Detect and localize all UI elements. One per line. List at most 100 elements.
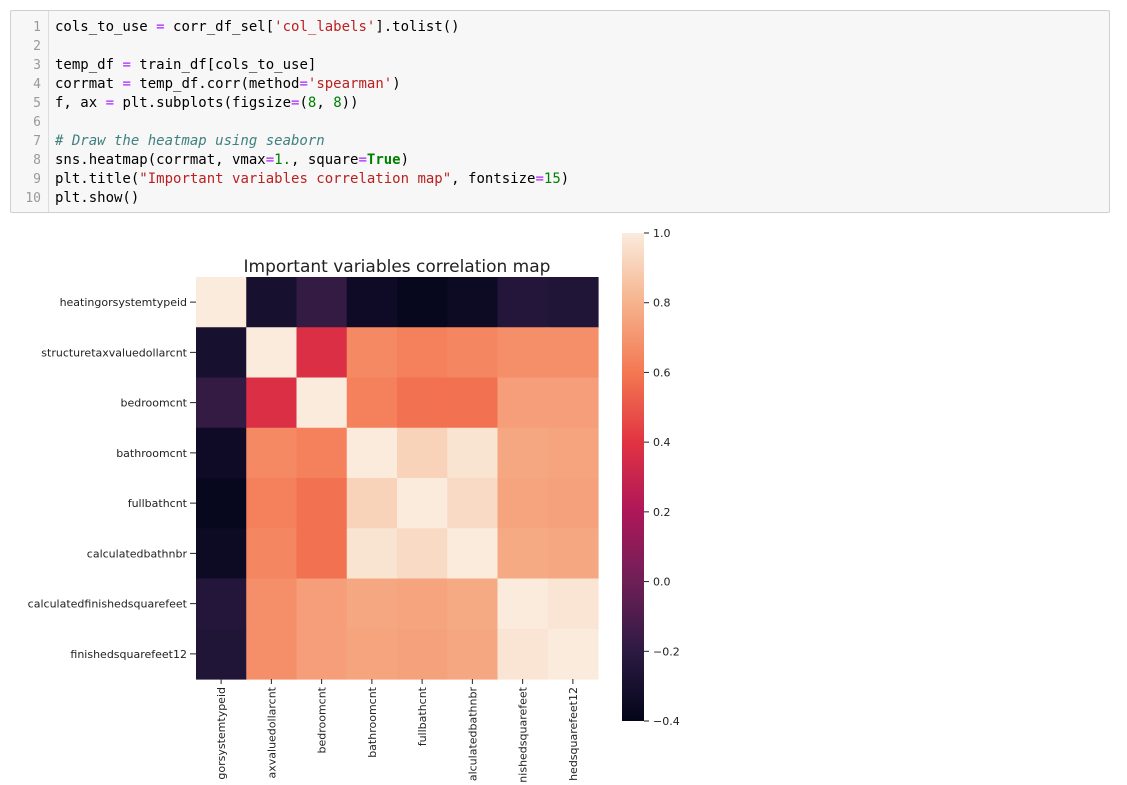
heatmap-cell <box>547 277 599 328</box>
code-token: sns.heatmap(corrmat, vmax <box>55 152 266 168</box>
heatmap-cell <box>296 578 348 630</box>
code-token: plt.show() <box>55 190 140 206</box>
heatmap-cell <box>246 427 298 479</box>
code-token: = <box>122 57 131 73</box>
code-token: , square <box>291 152 359 168</box>
heatmap-cell <box>296 327 348 379</box>
line-number: 10 <box>25 191 41 206</box>
heatmap-cell <box>497 327 549 379</box>
colorbar-tick-label: 0.0 <box>653 576 671 589</box>
col-tick-label: fullbathcnt <box>416 686 429 746</box>
heatmap-cell <box>447 628 499 680</box>
line-number: 1 <box>33 20 41 35</box>
col-tick-label: nishedsquarefeet <box>517 686 530 782</box>
code-token: ].tolist() <box>375 19 460 35</box>
line-number: 5 <box>33 96 41 111</box>
code-token: = <box>299 76 308 92</box>
heatmap-cell <box>397 327 448 379</box>
code-text: cols_to_use = corr_df_sel['col_labels'].… <box>55 18 460 37</box>
colorbar-tick-label: 0.2 <box>653 506 671 519</box>
code-text: # Draw the heatmap using seaborn <box>55 132 325 151</box>
row-tick-label: bathroomcnt <box>116 447 187 460</box>
code-token: ) <box>392 76 401 92</box>
code-token: # Draw the heatmap using seaborn <box>55 133 325 149</box>
heatmap-cell <box>547 628 599 680</box>
row-tick-labels: heatingorsystemtypeid structuretaxvaluedo… <box>28 296 196 661</box>
heatmap-cell <box>346 377 398 429</box>
code-text: corrmat = temp_df.corr(method='spearman'… <box>55 75 401 94</box>
heatmap-cell <box>196 628 247 680</box>
line-number: 6 <box>33 115 41 130</box>
heatmap-cell <box>497 578 549 630</box>
heatmap-cell <box>296 528 348 580</box>
code-token: = <box>105 95 115 111</box>
row-tick-label: finishedsquarefeet12 <box>70 648 187 661</box>
heatmap-cell <box>447 377 499 429</box>
heatmap-cell <box>246 377 298 429</box>
code-token: f, ax <box>55 95 106 111</box>
heatmap-cell <box>547 478 599 529</box>
heatmap-cell <box>497 427 549 479</box>
code-token: = <box>265 152 275 168</box>
row-tick-label: heatingorsystemtypeid <box>60 296 187 309</box>
code-token: = <box>291 95 300 111</box>
colorbar-tick-label: −0.4 <box>653 715 680 728</box>
heatmap-cell <box>346 578 398 630</box>
line-number: 2 <box>33 39 41 54</box>
code-token: cols_to_use <box>55 19 157 35</box>
heatmap-cell <box>547 327 599 379</box>
heatmap-cell <box>246 277 298 328</box>
heatmap-cell <box>296 277 348 328</box>
line-number: 4 <box>33 77 41 92</box>
code-token: = <box>122 76 131 92</box>
heatmap-cell <box>397 478 448 529</box>
code-text: temp_df = train_df[cols_to_use] <box>55 56 316 75</box>
chart-title: Important variables correlation map <box>244 257 551 277</box>
heatmap-cell <box>547 377 599 429</box>
code-text: plt.show() <box>55 189 139 208</box>
heatmap-cell <box>547 528 599 580</box>
heatmap-cell <box>246 528 298 580</box>
heatmap-cell <box>196 478 247 529</box>
heatmap-cell <box>346 327 398 379</box>
heatmap-cell <box>196 377 247 429</box>
heatmap-cell <box>346 528 398 580</box>
code-token: )) <box>341 95 359 111</box>
code-token: temp_df <box>55 57 123 73</box>
heatmap-cell <box>447 327 499 379</box>
row-tick-label: calculatedfinishedsquarefeet <box>28 598 188 611</box>
code-token: 15 <box>543 171 561 187</box>
col-tick-label: hedsquarefeet12 <box>567 687 580 781</box>
heatmap-cell <box>547 578 599 630</box>
heatmap-cell <box>497 277 549 328</box>
heatmap-cell <box>397 528 448 580</box>
code-token: corrmat <box>55 76 123 92</box>
heatmap-cell <box>447 528 499 580</box>
code-token: ( <box>299 95 308 111</box>
heatmap-cell <box>196 427 247 479</box>
code-token: ) <box>560 171 570 187</box>
colorbar-tick-label: 0.4 <box>653 436 671 449</box>
code-token: = <box>358 152 367 168</box>
heatmap-cell <box>497 377 549 429</box>
col-tick-label: bedroomcnt <box>316 686 329 753</box>
heatmap-cell <box>447 277 499 328</box>
code-token: plt.subplots(figsize <box>114 95 292 111</box>
heatmap-cell <box>346 427 398 479</box>
code-token: 8 <box>307 95 317 111</box>
code-token: 1. <box>274 152 292 168</box>
heatmap-cell <box>397 277 448 328</box>
heatmap-cell <box>397 628 448 680</box>
code-token: corr_df_sel[ <box>164 19 275 35</box>
heatmap-cell <box>246 628 298 680</box>
colorbar-tick-label: 1.0 <box>653 227 671 240</box>
heatmap-cell <box>397 377 448 429</box>
code-cell[interactable]: 1 cols_to_use = corr_df_sel['col_labels']… <box>10 10 1110 213</box>
colorbar-tick-label: 0.6 <box>653 366 671 379</box>
code-token: = <box>156 19 165 35</box>
code-token: plt.title( <box>55 171 140 187</box>
heatmap-cells <box>196 277 599 680</box>
heatmap-cell <box>346 478 398 529</box>
heatmap-cell <box>196 528 247 580</box>
